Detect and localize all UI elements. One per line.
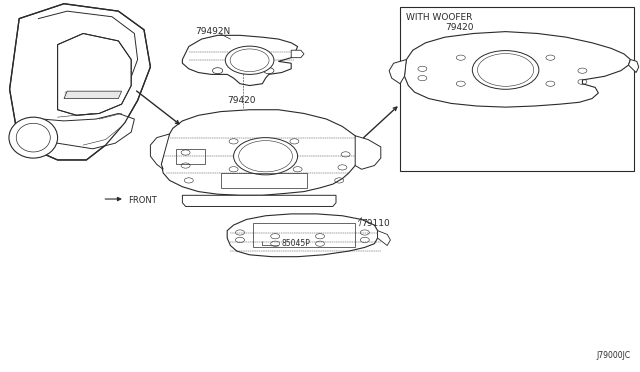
- Polygon shape: [182, 35, 298, 86]
- Polygon shape: [58, 33, 131, 115]
- Text: FRONT: FRONT: [128, 196, 157, 205]
- Polygon shape: [29, 113, 134, 149]
- Polygon shape: [628, 60, 639, 73]
- Circle shape: [234, 138, 298, 175]
- Polygon shape: [355, 136, 381, 169]
- Polygon shape: [389, 60, 406, 84]
- Bar: [400, 7, 634, 171]
- Circle shape: [225, 46, 274, 74]
- Polygon shape: [378, 231, 390, 246]
- Text: 79420: 79420: [445, 23, 474, 32]
- Text: 79492N: 79492N: [195, 27, 230, 36]
- Polygon shape: [291, 50, 304, 58]
- Ellipse shape: [16, 124, 51, 152]
- Polygon shape: [182, 195, 336, 206]
- Text: WITH WOOFER: WITH WOOFER: [406, 13, 473, 22]
- Text: J79000JC: J79000JC: [596, 351, 630, 360]
- Polygon shape: [404, 32, 630, 107]
- Ellipse shape: [9, 117, 58, 158]
- Text: 79110: 79110: [362, 219, 390, 228]
- Polygon shape: [64, 91, 122, 99]
- Text: 79420: 79420: [227, 96, 256, 105]
- Polygon shape: [150, 134, 170, 169]
- Polygon shape: [161, 110, 362, 195]
- Circle shape: [472, 51, 539, 89]
- Polygon shape: [10, 4, 150, 160]
- Polygon shape: [227, 214, 378, 257]
- Text: 85045P: 85045P: [282, 239, 310, 248]
